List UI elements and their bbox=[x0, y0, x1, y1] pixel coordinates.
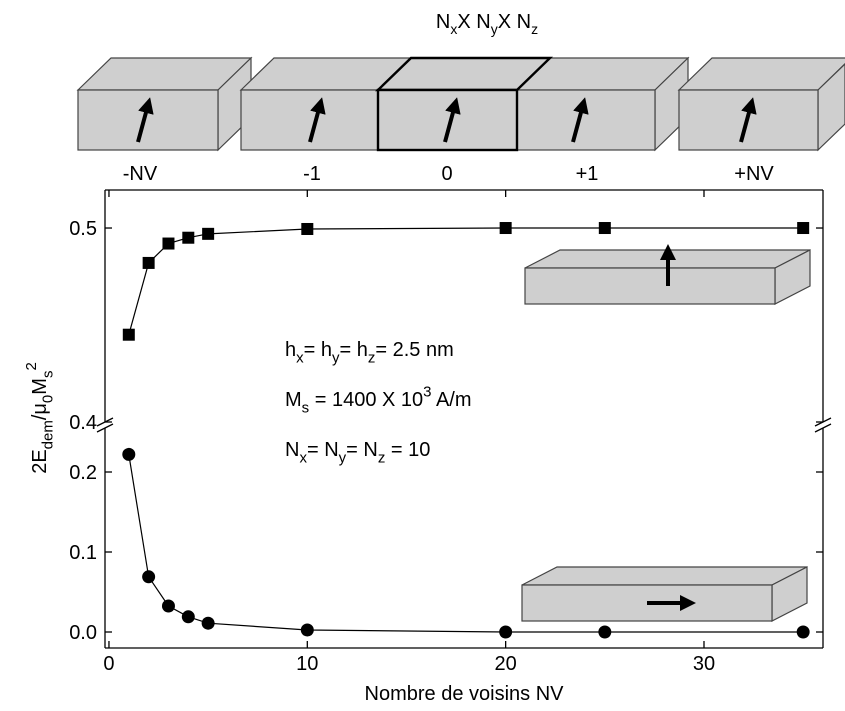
subscript: y bbox=[332, 349, 340, 366]
text-run: = h bbox=[304, 339, 332, 361]
subscript: y bbox=[339, 449, 347, 466]
y-tick-label: 0.2 bbox=[69, 462, 97, 484]
moment-arrow bbox=[443, 97, 461, 143]
data-point bbox=[161, 599, 175, 613]
y-tick-label: 0.1 bbox=[69, 542, 97, 564]
data-point bbox=[122, 328, 135, 341]
x-tick-label: 10 bbox=[296, 653, 318, 675]
data-point bbox=[796, 625, 810, 639]
cell-box bbox=[76, 56, 253, 152]
data-point bbox=[201, 616, 215, 630]
text-run: = 10 bbox=[385, 439, 430, 461]
annotation: Ms = 1400 X 103 A/m bbox=[285, 384, 472, 417]
cell-label: +NV bbox=[734, 163, 774, 185]
subscript: z bbox=[531, 21, 538, 37]
x-tick-label: 30 bbox=[693, 653, 715, 675]
data-point bbox=[499, 222, 512, 235]
data-point bbox=[797, 222, 810, 235]
subscript: x bbox=[299, 449, 307, 466]
subscript: z bbox=[378, 449, 386, 466]
subscript: 0 bbox=[40, 395, 57, 403]
annotation: hx= hy= hz= 2.5 nm bbox=[285, 339, 454, 366]
y-axis-label: 2Edem/μ0Ms2 bbox=[23, 362, 57, 474]
cell-box bbox=[239, 57, 413, 151]
subscript: dem bbox=[40, 420, 57, 449]
text-run: M bbox=[29, 378, 51, 395]
cell-label: 0 bbox=[441, 163, 452, 185]
superscript: 3 bbox=[423, 384, 431, 401]
cell-arrows bbox=[136, 97, 757, 143]
text-run: /μ bbox=[29, 403, 51, 420]
subscript: s bbox=[302, 399, 310, 416]
diagram-title: NxX NyX Nz bbox=[436, 11, 538, 37]
data-point bbox=[142, 256, 155, 269]
data-point bbox=[162, 237, 175, 250]
inset-slab-right bbox=[521, 566, 808, 622]
y-tick-label: 0.0 bbox=[69, 622, 97, 644]
data-point bbox=[181, 610, 195, 624]
x-axis-label: Nombre de voisins NV bbox=[365, 683, 565, 705]
text-run: h bbox=[285, 339, 296, 361]
data-point bbox=[142, 570, 156, 584]
inset-slab-up bbox=[524, 244, 811, 305]
subscript: z bbox=[368, 349, 376, 366]
cell-label: +1 bbox=[576, 163, 599, 185]
annotation: Nx= Ny= Nz = 10 bbox=[285, 439, 430, 466]
moment-arrow bbox=[739, 97, 757, 143]
text-run: N bbox=[436, 11, 450, 33]
moment-arrow bbox=[308, 97, 326, 143]
subscript: x bbox=[296, 349, 304, 366]
cell-box bbox=[515, 56, 690, 152]
text-run: = h bbox=[339, 339, 367, 361]
text-run: N bbox=[285, 439, 299, 461]
data-point bbox=[202, 227, 215, 240]
cell-labels: -NV -1 0 +1 +NV bbox=[123, 163, 775, 185]
superscript: 2 bbox=[23, 362, 40, 370]
cell-box bbox=[677, 57, 845, 152]
text-run: M bbox=[285, 389, 302, 411]
cell-row bbox=[76, 56, 845, 152]
cell-label: -1 bbox=[303, 163, 321, 185]
text-run: 2E bbox=[29, 449, 51, 473]
data-point bbox=[598, 625, 612, 639]
data-point bbox=[301, 222, 314, 235]
text-run: = 2.5 nm bbox=[375, 339, 453, 361]
data-point bbox=[499, 625, 513, 639]
text-run: X N bbox=[498, 11, 531, 33]
y-tick-label: 0.4 bbox=[69, 412, 97, 434]
x-tick-label: 0 bbox=[103, 653, 114, 675]
data-point bbox=[122, 447, 136, 461]
text-run: X N bbox=[457, 11, 490, 33]
data-point bbox=[182, 231, 195, 244]
moment-arrow bbox=[571, 97, 589, 143]
text-run: A/m bbox=[432, 389, 472, 411]
subscript: s bbox=[40, 371, 57, 379]
data-point bbox=[598, 222, 611, 235]
text-run: = N bbox=[346, 439, 378, 461]
x-tick-label: 20 bbox=[495, 653, 517, 675]
text-run: = 1400 X 10 bbox=[309, 389, 423, 411]
cell-label: -NV bbox=[123, 163, 158, 185]
moment-arrow bbox=[136, 97, 154, 143]
subscript: y bbox=[491, 21, 498, 37]
subscript: x bbox=[450, 21, 457, 37]
y-tick-label: 0.5 bbox=[69, 218, 97, 240]
data-point bbox=[300, 623, 314, 637]
text-run: = N bbox=[307, 439, 339, 461]
